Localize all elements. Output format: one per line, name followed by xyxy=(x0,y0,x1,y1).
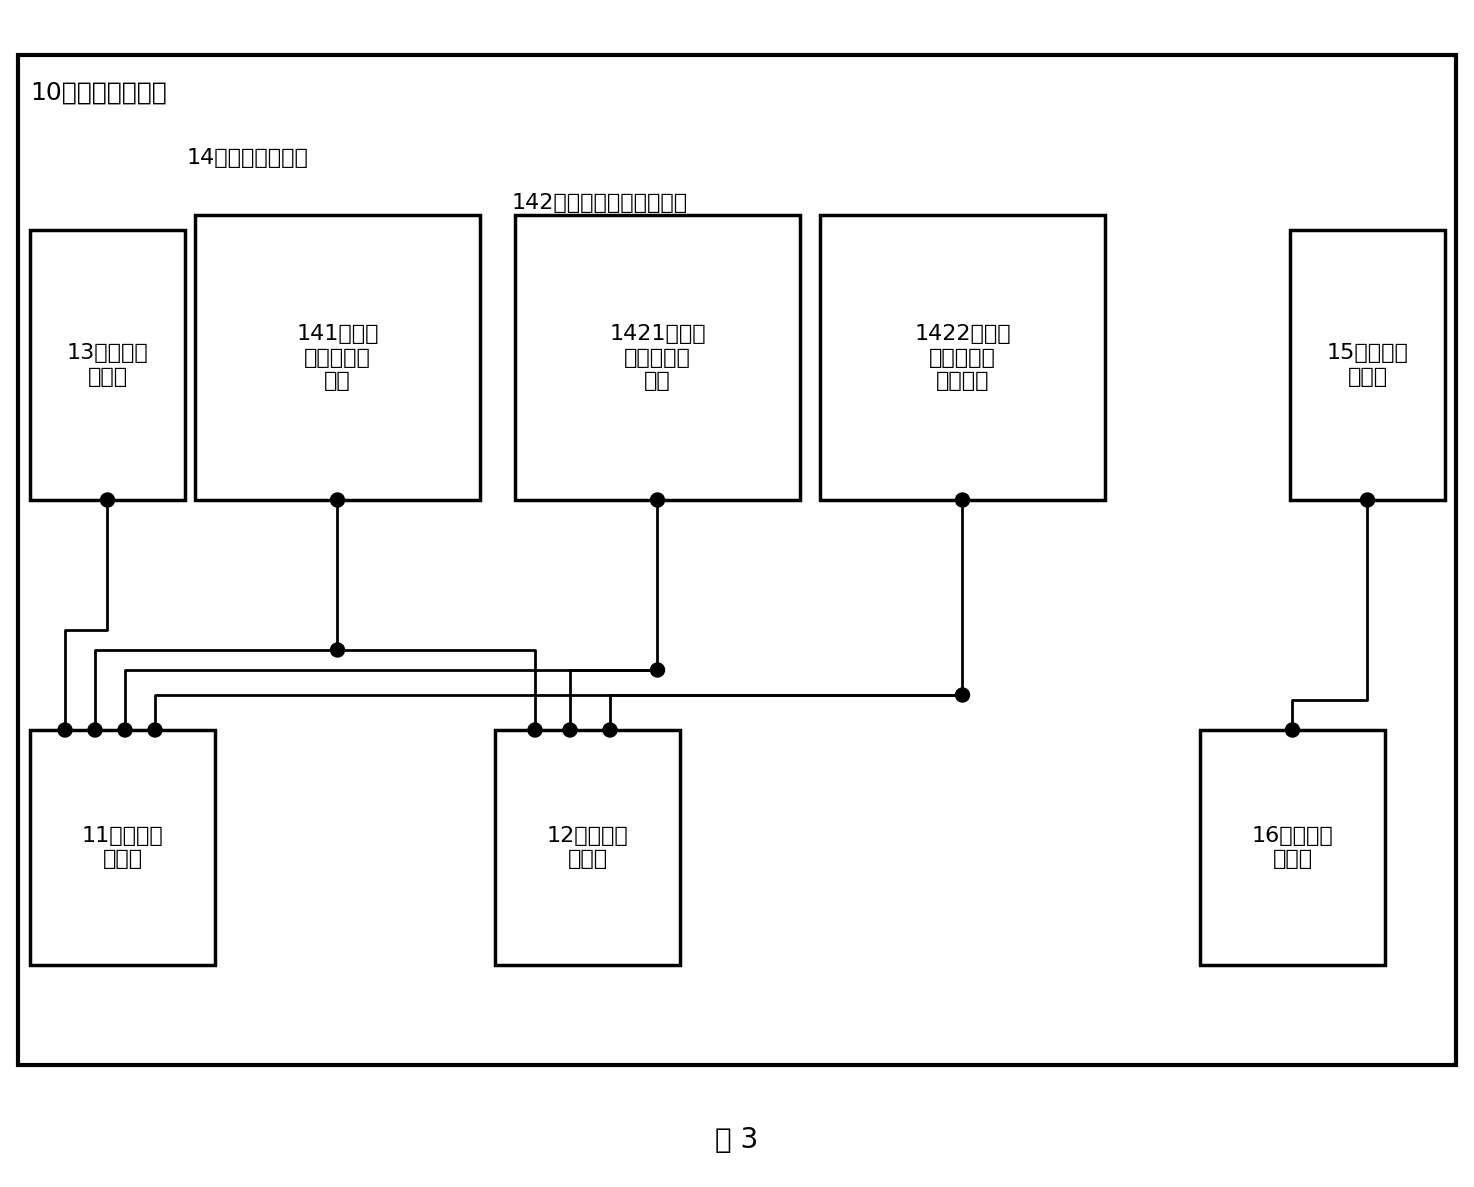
Text: 15、计算接
口单元: 15、计算接 口单元 xyxy=(1327,343,1409,387)
Text: 1422、参数
数据类型接
口子单元: 1422、参数 数据类型接 口子单元 xyxy=(914,324,1011,391)
Circle shape xyxy=(100,493,115,507)
FancyBboxPatch shape xyxy=(514,215,800,500)
FancyBboxPatch shape xyxy=(1290,230,1445,500)
Circle shape xyxy=(650,664,665,677)
FancyBboxPatch shape xyxy=(820,215,1106,500)
Circle shape xyxy=(603,723,618,737)
Circle shape xyxy=(650,493,665,507)
Text: 141、参数
数目接口子
单元: 141、参数 数目接口子 单元 xyxy=(296,324,379,391)
Text: 10、计费管理系统: 10、计费管理系统 xyxy=(29,81,167,104)
FancyBboxPatch shape xyxy=(18,55,1456,1065)
Circle shape xyxy=(147,723,162,737)
Circle shape xyxy=(57,723,72,737)
Circle shape xyxy=(955,493,970,507)
Text: 1421、参数
名称接口子
单元: 1421、参数 名称接口子 单元 xyxy=(609,324,706,391)
FancyBboxPatch shape xyxy=(195,215,481,500)
Text: 11、插件提
供单元: 11、插件提 供单元 xyxy=(81,826,164,869)
Circle shape xyxy=(955,688,970,702)
Circle shape xyxy=(1361,493,1374,507)
Circle shape xyxy=(330,493,345,507)
Text: 图 3: 图 3 xyxy=(715,1126,759,1154)
Circle shape xyxy=(528,723,542,737)
Circle shape xyxy=(88,723,102,737)
Text: 12、模式设
置单元: 12、模式设 置单元 xyxy=(547,826,628,869)
FancyBboxPatch shape xyxy=(29,230,186,500)
FancyBboxPatch shape xyxy=(1200,730,1386,965)
Circle shape xyxy=(330,643,345,656)
Text: 14、定义接口单元: 14、定义接口单元 xyxy=(187,148,310,169)
Circle shape xyxy=(563,723,576,737)
Circle shape xyxy=(1285,723,1300,737)
Text: 16、费用计
算单元: 16、费用计 算单元 xyxy=(1251,826,1334,869)
Text: 13、名称接
口单元: 13、名称接 口单元 xyxy=(66,343,149,387)
FancyBboxPatch shape xyxy=(495,730,680,965)
FancyBboxPatch shape xyxy=(29,730,215,965)
Circle shape xyxy=(118,723,133,737)
Text: 142、参数描述接口子单元: 142、参数描述接口子单元 xyxy=(511,193,688,212)
